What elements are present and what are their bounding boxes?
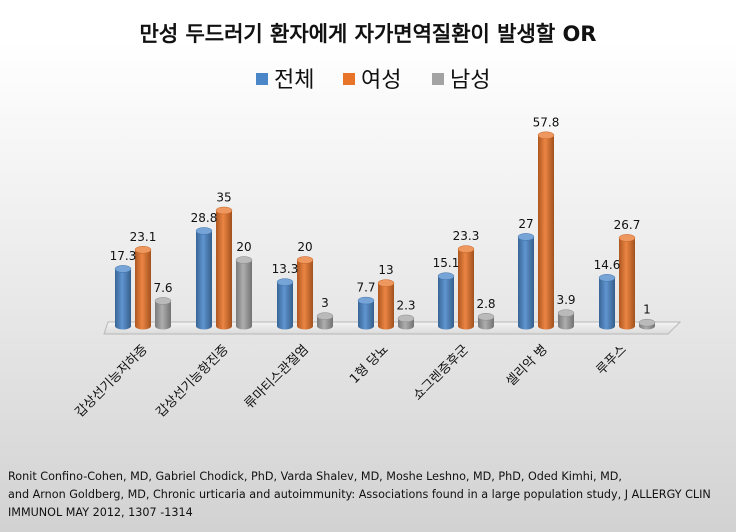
- category-label-2: 류마티스관절염: [242, 342, 312, 412]
- bar-2-2: [316, 312, 334, 330]
- category-label-4: 쇼그렌증후군: [410, 342, 471, 403]
- value-label-5-2: 3.9: [556, 293, 575, 307]
- legend-swatch-1: [343, 73, 355, 85]
- bar-6-2: [638, 318, 656, 330]
- bar-chart: 만성 두드러기 환자에게 자가면역질환이 발생할 OR 전체 여성 남성 17.3 2…: [73, 22, 682, 420]
- category-label-1: 갑상선기능항진증: [154, 342, 232, 420]
- legend: 전체 여성 남성: [256, 68, 490, 93]
- legend-label-2: 남성: [450, 68, 490, 93]
- value-label-3-1: 13: [378, 263, 393, 277]
- value-label-1-1: 35: [216, 191, 231, 205]
- citation-line-3: IMMUNOL MAY 2012, 1307 -1314: [8, 506, 193, 519]
- value-label-5-1: 57.8: [533, 115, 560, 129]
- citation-line-2: and Arnon Goldberg, MD, Chronic urticari…: [8, 488, 711, 501]
- value-label-2-2: 3: [321, 296, 329, 310]
- bar-4-1: [457, 245, 475, 330]
- bar-5-1: [537, 131, 555, 330]
- value-label-3-0: 7.7: [356, 281, 375, 295]
- category-labels: 갑상선기능저하증 갑상선기능항진증 류마티스관절염 1형 당뇨 쇼그렌증후군 셀리악 병 루…: [73, 342, 630, 420]
- bar-3-2: [397, 314, 415, 330]
- bar-0-1: [134, 246, 152, 330]
- legend-swatch-0: [256, 73, 268, 85]
- citation: Ronit Confino-Cohen, MD, Gabriel Chodick…: [8, 468, 733, 522]
- value-labels: 17.3 23.1 7.6 28.8 35 20 13.3 20 3 7.713 2.3 15.1 23…: [110, 115, 651, 316]
- value-label-4-2: 2.8: [476, 297, 495, 311]
- value-label-0-0: 17.3: [110, 249, 137, 263]
- value-label-6-1: 26.7: [614, 218, 641, 232]
- bar-0-0: [114, 265, 132, 330]
- value-label-1-2: 20: [236, 240, 251, 254]
- bar-4-2: [477, 313, 495, 330]
- bar-2-0: [276, 278, 294, 330]
- bar-2-1: [296, 256, 314, 330]
- value-label-6-0: 14.6: [594, 258, 621, 272]
- value-label-1-0: 28.8: [191, 211, 218, 225]
- bars: [114, 131, 656, 330]
- bar-6-1: [618, 234, 636, 330]
- bar-3-1: [377, 279, 395, 330]
- value-label-0-2: 7.6: [153, 281, 172, 295]
- value-label-4-1: 23.3: [453, 229, 480, 243]
- bar-1-0: [195, 227, 213, 330]
- value-label-3-2: 2.3: [396, 298, 415, 312]
- value-label-2-0: 13.3: [272, 262, 299, 276]
- bar-0-2: [154, 297, 172, 330]
- bar-1-1: [215, 206, 233, 330]
- value-label-6-2: 1: [643, 303, 651, 317]
- category-label-0: 갑상선기능저하증: [73, 342, 151, 420]
- chart-title: 만성 두드러기 환자에게 자가면역질환이 발생할 OR: [140, 22, 597, 46]
- category-label-6: 루푸스: [594, 342, 630, 378]
- legend-label-1: 여성: [361, 68, 401, 93]
- value-label-4-0: 15.1: [433, 256, 460, 270]
- citation-line-1: Ronit Confino-Cohen, MD, Gabriel Chodick…: [8, 470, 622, 483]
- bar-5-0: [517, 233, 535, 330]
- value-label-5-0: 27: [518, 217, 533, 231]
- category-label-5: 셀리악 병: [503, 342, 550, 389]
- category-label-3: 1형 당뇨: [347, 342, 392, 387]
- legend-swatch-2: [432, 73, 444, 85]
- value-label-0-1: 23.1: [130, 230, 157, 244]
- bar-4-0: [437, 272, 455, 330]
- bar-6-0: [598, 274, 616, 330]
- legend-label-0: 전체: [274, 68, 314, 93]
- bar-5-2: [557, 309, 575, 330]
- value-label-2-1: 20: [297, 240, 312, 254]
- bar-1-2: [235, 256, 253, 330]
- bar-3-0: [357, 296, 375, 330]
